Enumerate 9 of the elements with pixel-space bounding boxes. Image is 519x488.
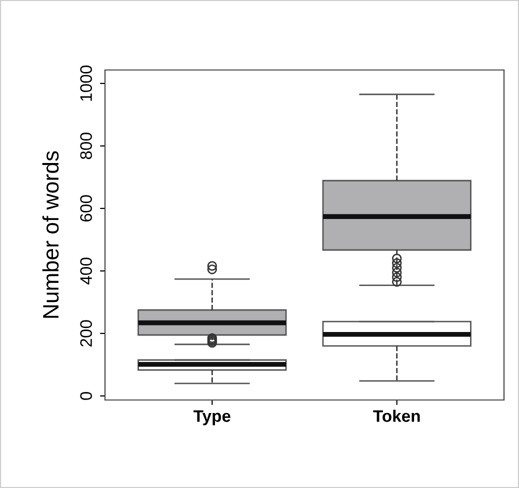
- y-axis-title: Number of words: [42, 151, 59, 318]
- y-tick-label: 1000: [80, 66, 92, 101]
- y-tick-label: 200: [80, 320, 92, 346]
- y-tick-label: 600: [80, 195, 92, 222]
- y-tick-label: 0: [80, 392, 92, 400]
- x-tick-label: Type: [193, 410, 230, 426]
- y-tick-label: 800: [80, 132, 92, 160]
- y-tick-label: 400: [80, 258, 92, 284]
- x-tick-label: Token: [373, 410, 420, 422]
